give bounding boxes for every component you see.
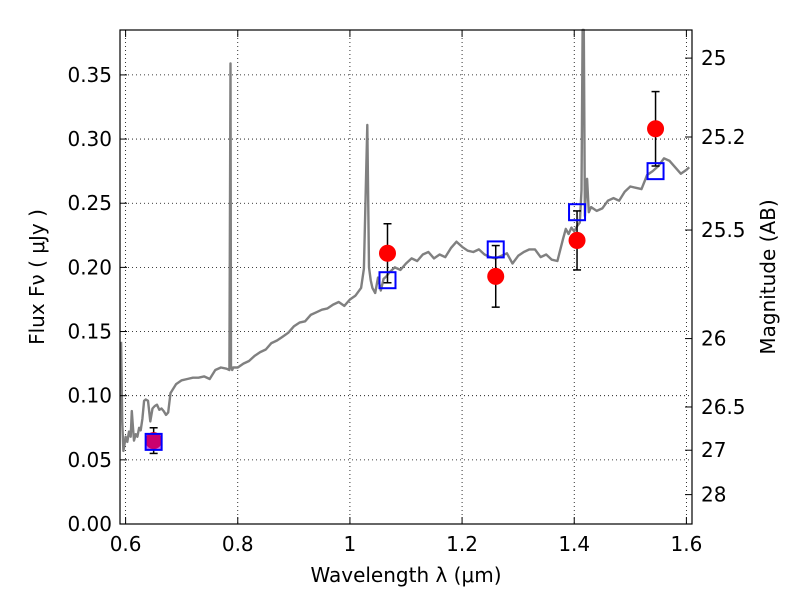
model-point xyxy=(646,162,665,181)
x-tick-label: 0.6 xyxy=(110,532,142,556)
y2-tick-label: 26 xyxy=(701,327,726,351)
y-tick-label: 0.30 xyxy=(67,127,112,151)
y2-axis-title: Magnitude (AB) xyxy=(756,199,780,354)
x-axis-title: Wavelength λ (μm) xyxy=(310,563,501,587)
photometry-layer xyxy=(144,90,665,455)
x-tick-label: 1.4 xyxy=(558,532,590,556)
y2-tick-label: 26.5 xyxy=(701,395,746,419)
x-tick-label: 1.2 xyxy=(446,532,478,556)
model-point xyxy=(144,432,163,451)
y-tick-label: 0.25 xyxy=(67,191,112,215)
observed-point xyxy=(568,231,586,249)
model-point xyxy=(486,240,505,259)
observed-point xyxy=(487,267,505,285)
observed-point xyxy=(647,120,665,138)
x-tick-label: 1 xyxy=(344,532,357,556)
plot-background xyxy=(120,30,692,524)
y2-tick-label: 28 xyxy=(701,483,726,507)
model-point xyxy=(378,271,397,290)
y2-tick-label: 25 xyxy=(701,46,726,70)
y2-axis-ticks: 25 25.2 25.5 26 26.5 27 28 xyxy=(685,46,746,507)
model-point xyxy=(568,203,587,222)
y-tick-label: 0.05 xyxy=(67,448,112,472)
plot-frame xyxy=(119,29,693,525)
x-tick-label: 0.8 xyxy=(222,532,254,556)
grid-lines xyxy=(120,30,692,524)
y-tick-label: 0.15 xyxy=(67,320,112,344)
y-tick-label: 0.10 xyxy=(67,384,112,408)
observed-point xyxy=(378,244,396,262)
y-tick-label: 0.20 xyxy=(67,255,112,279)
y2-tick-label: 25.5 xyxy=(701,218,746,242)
y-axis-title: Flux Fν ( μJy ) xyxy=(25,209,49,345)
y-tick-label: 0.35 xyxy=(67,63,112,87)
x-axis-ticks: 0.6 0.8 1 1.2 1.4 1.6 xyxy=(110,30,702,556)
y2-tick-label: 27 xyxy=(701,438,726,462)
y2-tick-label: 25.2 xyxy=(701,125,746,149)
y-tick-label: 0.00 xyxy=(67,512,112,536)
y-axis-ticks: 0.00 0.05 0.10 0.15 0.20 0.25 0.30 0.35 xyxy=(67,63,127,536)
x-tick-label: 1.6 xyxy=(670,532,702,556)
